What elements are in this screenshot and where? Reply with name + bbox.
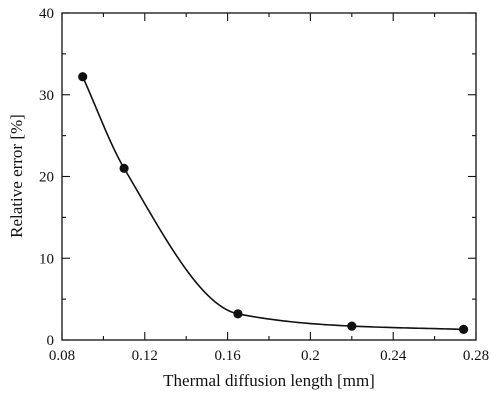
data-point: [78, 72, 88, 82]
y-tick-label: 10: [39, 251, 54, 267]
y-tick-label: 0: [47, 333, 55, 349]
x-tick-label: 0.2: [301, 348, 320, 364]
series-curve: [81, 76, 464, 331]
x-tick-label: 0.08: [49, 348, 75, 364]
x-tick-label: 0.28: [463, 348, 489, 364]
data-point: [119, 163, 129, 173]
x-axis-title: Thermal diffusion length [mm]: [163, 371, 375, 390]
y-tick-label: 30: [39, 88, 54, 104]
data-point: [458, 324, 469, 334]
x-tick-label: 0.12: [132, 348, 158, 364]
y-tick-label: 40: [39, 6, 54, 22]
plot-frame: [61, 12, 477, 341]
data-point: [347, 321, 357, 331]
y-tick-label: 20: [39, 170, 54, 186]
axis-ticks: [61, 12, 477, 341]
x-tick-label: 0.16: [214, 348, 241, 364]
y-tick-labels: 0 10 20 30 40: [39, 6, 54, 349]
x-tick-labels: 0.08 0.12 0.16 0.2 0.24 0.28: [49, 348, 489, 364]
x-tick-label: 0.24: [380, 348, 407, 364]
y-axis-title: Relative error [%]: [7, 114, 26, 238]
data-point: [233, 309, 243, 319]
data-points: [78, 72, 469, 334]
